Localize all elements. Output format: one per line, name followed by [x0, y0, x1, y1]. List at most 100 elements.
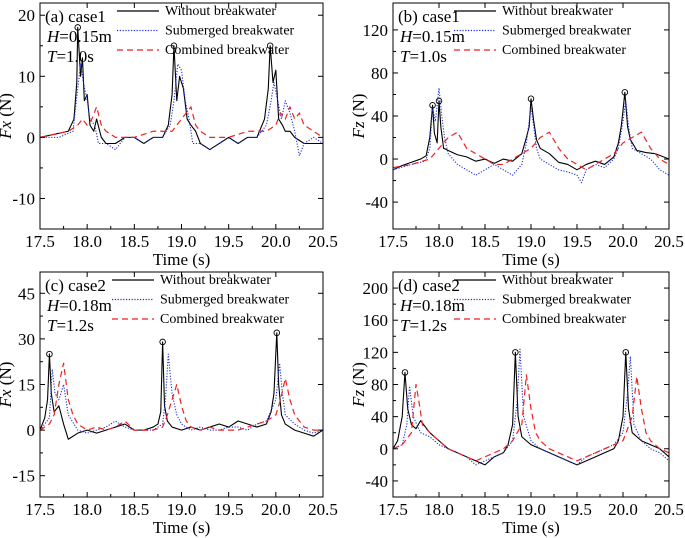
legend-label: Combined breakwater [160, 312, 284, 327]
condition-symbol: H [399, 296, 414, 315]
condition-value: =0.18m [59, 296, 112, 315]
series-line-dashed [40, 362, 323, 431]
peak-marker [621, 89, 629, 96]
peak-marker [401, 369, 409, 376]
x-tick-label: 20.5 [654, 232, 684, 251]
y-axis-unit: (N) [0, 93, 15, 121]
x-tick-label: 18.5 [470, 500, 500, 519]
x-tick-label: 17.5 [378, 232, 408, 251]
condition-value: =0.15m [412, 27, 465, 46]
chart-panel-3: 17.5 18.0 18.5 19.0 19.5 20.0 20.5 -15 0 15 30 45 Ti… [0, 271, 338, 537]
peak-marker [266, 42, 274, 50]
condition-text: H=0.15m [46, 27, 112, 46]
x-tick-label: 17.5 [25, 500, 55, 519]
y-tick-label: -40 [365, 472, 388, 491]
condition-value: =1.2s [409, 316, 446, 335]
y-tick-label: -10 [12, 189, 35, 208]
y-axis-unit: (N) [349, 362, 368, 390]
series-line-solid [393, 91, 669, 171]
legend-label: Combined breakwater [502, 312, 626, 327]
x-tick-label: 19.0 [167, 500, 197, 519]
legend-label: Without breakwater [502, 273, 613, 288]
y-tick-label: 200 [363, 279, 389, 298]
condition-symbol: H [46, 296, 61, 315]
x-tick-label: 18.0 [424, 500, 454, 519]
y-axis-label: Fz (N) [349, 94, 368, 140]
series-group [393, 348, 669, 466]
condition-text: T=1.2s [47, 316, 94, 335]
condition-value: =1.0s [409, 47, 446, 66]
legend-label: Submerged breakwater [160, 293, 290, 308]
x-tick-label: 17.5 [378, 500, 408, 519]
y-tick-label: 40 [371, 408, 388, 427]
x-axis-label: Time (s) [502, 250, 559, 269]
y-tick-label: 0 [27, 128, 36, 147]
series-group [40, 332, 323, 440]
condition-value: =1.2s [56, 316, 93, 335]
y-tick-label: 10 [18, 67, 35, 86]
condition-text: H=0.18m [399, 296, 465, 315]
x-tick-label: 20.0 [261, 500, 291, 519]
peak-marker [527, 95, 535, 103]
condition-value: =1.0s [56, 47, 93, 66]
condition-text: T=1.2s [400, 316, 447, 335]
x-tick-label: 20.5 [654, 500, 684, 519]
x-tick-label: 18.0 [72, 500, 102, 519]
panel-label: (c) case2 [45, 276, 106, 295]
y-axis-symbol: Fz [349, 390, 368, 408]
condition-symbol: T [47, 47, 58, 66]
legend: Without breakwater Submerged breakwater Co… [112, 273, 290, 327]
y-tick-label: 120 [363, 21, 389, 40]
y-axis-unit: (N) [0, 362, 15, 390]
x-tick-label: 20.5 [308, 500, 338, 519]
peak-marker [435, 97, 443, 105]
x-tick-label: 20.5 [308, 232, 338, 251]
y-axis-symbol: Fz [349, 121, 368, 139]
peak-marker [74, 24, 81, 31]
panel-label: (a) case1 [45, 7, 106, 26]
y-tick-label: 0 [27, 421, 36, 440]
y-axis-label: Fz (N) [349, 362, 368, 408]
series-line-dotted [40, 353, 323, 434]
chart-panel-2: 17.5 18.0 18.5 19.0 19.5 20.0 20.5 -40 0 40 80 120 T… [349, 2, 684, 269]
peak-marker [159, 338, 166, 346]
condition-symbol: H [46, 27, 61, 46]
x-tick-label: 19.0 [516, 500, 546, 519]
series-line-dotted [393, 348, 669, 466]
condition-text: T=1.0s [400, 47, 447, 66]
x-tick-label: 20.0 [261, 232, 291, 251]
legend-label: Combined breakwater [502, 43, 626, 58]
series-line-solid [393, 351, 669, 466]
y-tick-label: -40 [365, 193, 388, 212]
x-tick-label: 18.5 [119, 232, 149, 251]
chart-panel-4: 17.5 18.0 18.5 19.0 19.5 20.0 20.5 -40 0 40 80 120 1… [349, 271, 684, 537]
series-line-dotted [40, 63, 323, 157]
y-tick-label: -15 [12, 467, 35, 486]
y-axis-label: Fx (N) [0, 93, 15, 140]
panel-label: (b) case1 [398, 7, 460, 26]
y-tick-label: 0 [380, 150, 389, 169]
y-tick-label: 20 [18, 6, 35, 25]
y-tick-label: 80 [371, 376, 388, 395]
x-tick-label: 19.5 [562, 232, 592, 251]
y-axis-symbol: Fx [0, 389, 15, 408]
legend-label: Without breakwater [165, 4, 276, 19]
x-tick-label: 17.5 [25, 232, 55, 251]
legend: Without breakwater Submerged breakwater Co… [117, 4, 295, 58]
peak-marker [46, 350, 53, 358]
x-tick-label: 19.0 [167, 232, 197, 251]
condition-value: =0.18m [412, 296, 465, 315]
y-tick-label: 40 [371, 107, 388, 126]
x-tick-label: 19.5 [562, 500, 592, 519]
peak-marker [273, 329, 281, 337]
series-line-solid [40, 26, 323, 151]
peak-marker [170, 42, 178, 50]
x-tick-label: 18.0 [72, 232, 102, 251]
chart-panel-1: 17.5 18.0 18.5 19.0 19.5 20.0 20.5 -10 0 10 20 Time… [0, 2, 338, 269]
y-tick-label: 0 [380, 440, 389, 459]
series-line-dashed [393, 131, 669, 171]
y-tick-label: 160 [363, 311, 389, 330]
peak-marker [429, 101, 436, 109]
y-axis-label: Fx (N) [0, 362, 15, 409]
legend: Without breakwater Submerged breakwater Co… [454, 4, 632, 58]
